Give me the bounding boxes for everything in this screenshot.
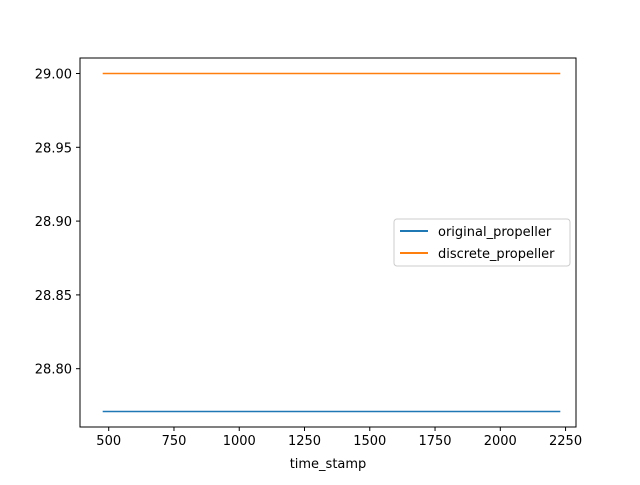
x-tick-label: 2000 (484, 434, 517, 449)
y-tick-label: 28.80 (35, 363, 72, 378)
x-axis-label: time_stamp (290, 457, 367, 472)
x-tick-label: 750 (162, 434, 187, 449)
plot-area (79, 57, 577, 428)
legend: original_propeller discrete_propeller (393, 218, 571, 267)
y-tick-label: 28.90 (35, 215, 72, 230)
x-tick-label: 1500 (353, 434, 386, 449)
x-axis: 500 750 1000 1250 1500 1750 2000 2250 (96, 427, 582, 449)
legend-label-discrete-propeller: discrete_propeller (438, 247, 555, 262)
x-tick-label: 1000 (223, 434, 256, 449)
x-tick-label: 1750 (418, 434, 451, 449)
x-tick-label: 2250 (549, 434, 582, 449)
x-tick-label: 1250 (288, 434, 321, 449)
legend-label-original-propeller: original_propeller (438, 225, 552, 240)
legend-box (393, 218, 571, 267)
y-tick-label: 28.85 (35, 289, 72, 304)
x-tick-label: 500 (96, 434, 121, 449)
series-layer (102, 72, 561, 413)
y-tick-label: 29.00 (35, 67, 72, 82)
y-axis: 28.80 28.85 28.90 28.95 29.00 (35, 67, 80, 378)
y-tick-label: 28.95 (35, 141, 72, 156)
